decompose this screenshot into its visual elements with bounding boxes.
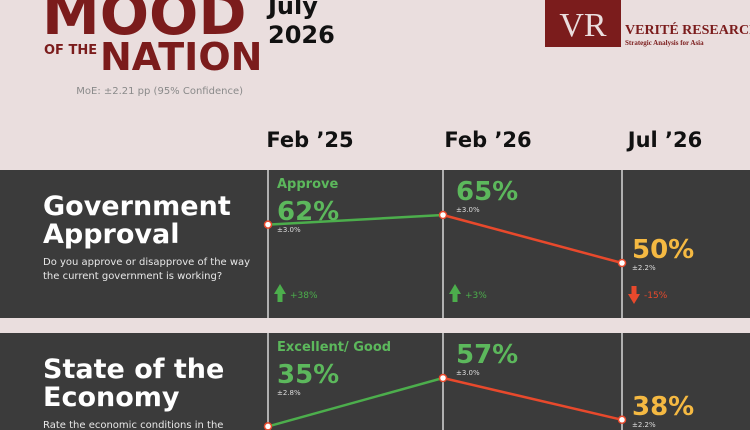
logo-mark: VR: [559, 7, 607, 44]
trend-segment: [442, 376, 623, 422]
value-label: 62%: [277, 197, 339, 227]
moe: MoE: ±2.21 pp (95% Confidence): [76, 86, 243, 97]
change-label: +3%: [465, 291, 487, 301]
change-label: -15%: [644, 291, 668, 301]
arrow-up: [449, 284, 461, 302]
panel-background: [0, 333, 750, 430]
arrow-down: [628, 286, 640, 304]
value-label: 57%: [456, 340, 518, 370]
panel-title: Economy: [43, 382, 180, 413]
data-point: [438, 373, 448, 383]
trend-segment: [267, 376, 444, 428]
error-label: ±3.0%: [456, 206, 480, 214]
data-point: [617, 415, 627, 425]
value-label: 35%: [277, 360, 339, 390]
error-label: ±3.0%: [277, 226, 301, 234]
logo-tagline: Strategic Analysis for Asia: [625, 39, 704, 47]
value-label: 65%: [456, 177, 518, 207]
series-label: Approve: [277, 177, 338, 192]
title-of-the: OF THE: [44, 43, 97, 58]
data-point: [617, 258, 627, 268]
trend-segment: [267, 213, 444, 226]
data-point: [263, 422, 273, 430]
column-header: Feb ’25: [266, 128, 353, 152]
trend-segment: [442, 213, 623, 265]
value-label: 50%: [632, 235, 694, 265]
column-header: Feb ’26: [444, 128, 531, 152]
change-label: +38%: [290, 291, 318, 301]
date-month: July: [266, 0, 318, 20]
panel-title: Government: [43, 191, 231, 222]
panel-question: the current government is working?: [43, 271, 222, 282]
panel-background: [0, 170, 750, 318]
data-point: [263, 220, 273, 229]
error-label: ±3.0%: [456, 369, 480, 377]
panel-title: State of the: [43, 354, 224, 385]
logo-name: VERITÉ RESEARCH: [625, 21, 750, 38]
title-nation: NATION: [100, 35, 262, 79]
date-year: 2026: [268, 21, 335, 49]
arrow-up: [274, 284, 286, 302]
value-label: 38%: [632, 392, 694, 422]
data-point: [438, 210, 448, 220]
error-label: ±2.2%: [632, 264, 656, 272]
panel-title: Approval: [43, 219, 180, 250]
title-mood: MOOD: [42, 0, 246, 48]
series-label: Excellent/ Good: [277, 340, 391, 355]
column-header: Jul ’26: [626, 128, 702, 152]
panel-question: Rate the economic conditions in the: [43, 420, 223, 430]
panel-question: Do you approve or disapprove of the way: [43, 257, 250, 268]
logo-box: [545, 0, 621, 47]
error-label: ±2.2%: [632, 421, 656, 429]
error-label: ±2.8%: [277, 389, 301, 397]
